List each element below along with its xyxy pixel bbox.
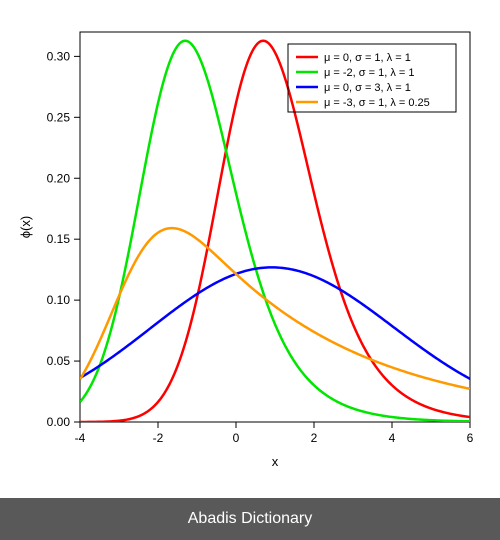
- chart-container: -4 -2 0 2 4 6 0.00 0.05 0.10 0.15 0.20 0.25 0.30 x ϕ(x…: [0, 0, 500, 498]
- y-axis-label: ϕ(x): [18, 216, 33, 238]
- caption-bar: Abadis Dictionary: [0, 498, 500, 540]
- legend-label: μ = -3, σ = 1, λ = 0.25: [324, 97, 430, 109]
- caption-text: Abadis Dictionary: [188, 510, 313, 528]
- y-tick-label: 0.00: [47, 415, 71, 429]
- legend-label: μ = 0, σ = 3, λ = 1: [324, 82, 411, 94]
- chart-svg: -4 -2 0 2 4 6 0.00 0.05 0.10 0.15 0.20 0.25 0.30 x ϕ(x…: [0, 0, 500, 498]
- x-axis-label: x: [272, 454, 279, 469]
- legend-label: μ = -2, σ = 1, λ = 1: [324, 67, 414, 79]
- series-curve: [80, 228, 470, 389]
- x-tick-label: 6: [467, 431, 474, 445]
- y-tick-label: 0.15: [47, 232, 71, 246]
- x-tick-label: 0: [233, 431, 240, 445]
- plot-box: [80, 32, 470, 422]
- legend-label: μ = 0, σ = 1, λ = 1: [324, 52, 411, 64]
- y-tick-label: 0.20: [47, 171, 71, 185]
- y-tick-label: 0.30: [47, 49, 71, 63]
- y-tick-label: 0.10: [47, 293, 71, 307]
- x-tick-label: -2: [153, 431, 164, 445]
- x-tick-label: 4: [389, 431, 396, 445]
- x-tick-label: -4: [75, 431, 86, 445]
- y-tick-label: 0.05: [47, 354, 71, 368]
- x-tick-label: 2: [311, 431, 318, 445]
- y-tick-label: 0.25: [47, 110, 71, 124]
